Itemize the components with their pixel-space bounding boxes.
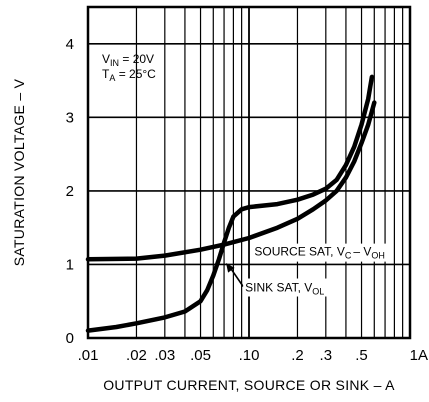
x-tick-label: .02 xyxy=(126,347,147,364)
sink-label-arrowhead xyxy=(226,263,235,273)
y-axis-label: SATURATION VOLTAGE – V xyxy=(11,78,27,266)
x-axis-label: OUTPUT CURRENT, SOURCE OR SINK – A xyxy=(103,377,395,393)
series-group xyxy=(85,74,377,333)
x-tick-label: .5 xyxy=(355,347,368,364)
sink-sat-label: SINK SAT, VOL xyxy=(245,281,324,297)
series-line-sink xyxy=(85,74,375,333)
axis-ticks: 0 1 2 3 4 .01 .02 .03 .05 .10 .2 .3 .5 1A xyxy=(66,36,428,364)
plot-frame xyxy=(86,5,412,340)
y-tick-label: 1 xyxy=(66,256,74,273)
test-conditions: VIN = 20V TA = 25°C xyxy=(102,52,156,83)
x-tick-label: 1A xyxy=(410,347,428,364)
x-tick-label: .05 xyxy=(190,347,211,364)
x-tick-label: .3 xyxy=(320,347,333,364)
sink-label-background xyxy=(243,278,338,297)
x-tick-label: .01 xyxy=(78,347,99,364)
x-tick-label: .2 xyxy=(291,347,304,364)
source-sat-label: SOURCE SAT, VC – VOH xyxy=(254,245,384,261)
x-tick-label: .03 xyxy=(154,347,175,364)
y-tick-label: 0 xyxy=(66,330,74,347)
series-annotations: SOURCE SAT, VC – VOH SINK SAT, VOL xyxy=(226,243,392,297)
y-tick-label: 3 xyxy=(66,109,74,126)
condition-ta: TA = 25°C xyxy=(102,67,156,83)
y-tick-label: 4 xyxy=(66,36,74,53)
series-line-source xyxy=(85,100,377,262)
condition-vin: VIN = 20V xyxy=(102,52,154,68)
x-tick-label: .10 xyxy=(239,347,260,364)
source-label-background xyxy=(251,243,392,262)
y-tick-label: 2 xyxy=(66,183,74,200)
